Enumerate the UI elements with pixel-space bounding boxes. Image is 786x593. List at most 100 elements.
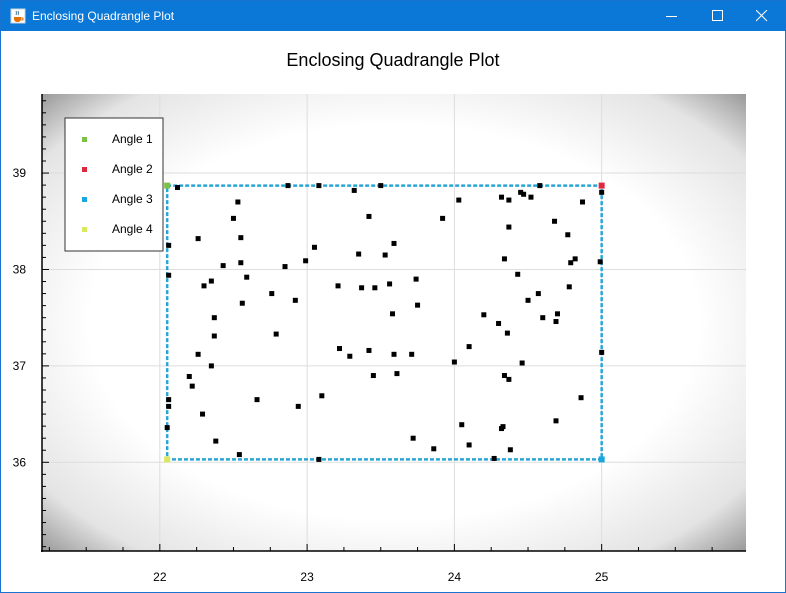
data-point [409, 351, 415, 357]
data-point [195, 351, 201, 357]
data-point [238, 260, 244, 266]
data-point [518, 189, 524, 195]
chart-title: Enclosing Quadrangle Plot [286, 50, 499, 70]
data-point [528, 194, 534, 200]
y-tick-label: 36 [13, 455, 27, 469]
data-point [356, 251, 362, 257]
data-point [578, 395, 584, 401]
data-point [201, 283, 207, 289]
data-points [164, 183, 605, 462]
data-point [521, 191, 527, 197]
data-point [254, 397, 260, 403]
close-button[interactable] [739, 1, 785, 31]
data-point [186, 373, 192, 379]
data-point [200, 411, 206, 417]
data-point [565, 232, 571, 238]
maximize-button[interactable] [695, 1, 741, 31]
x-tick-label: 25 [595, 570, 609, 584]
data-point [319, 393, 325, 399]
legend-marker-angle-1 [82, 137, 87, 142]
data-point [282, 264, 288, 270]
data-point [166, 397, 172, 403]
data-point [244, 274, 250, 280]
data-point [553, 319, 559, 325]
data-point [166, 272, 172, 278]
data-point [394, 371, 400, 377]
data-point [189, 383, 195, 389]
data-point [519, 360, 525, 366]
maximize-icon [712, 10, 723, 21]
data-point [413, 276, 419, 282]
data-point [236, 452, 242, 458]
data-point [451, 359, 457, 365]
chart-canvas: Enclosing Quadrangle Plot 22 23 24 25 36 37 38… [13, 50, 746, 584]
data-point [238, 235, 244, 241]
y-tick-label: 38 [13, 262, 27, 276]
legend-marker-angle-4 [82, 227, 87, 232]
data-point [537, 183, 543, 189]
legend-box [64, 117, 164, 252]
data-point [553, 418, 559, 424]
data-point [316, 183, 322, 189]
data-point [230, 215, 236, 221]
x-tick-label: 22 [153, 570, 167, 584]
data-point [366, 213, 372, 219]
legend-label-angle-4: Angle 4 [112, 222, 153, 236]
data-point [501, 256, 507, 262]
window-title: Enclosing Quadrangle Plot [32, 9, 175, 23]
quadrangle-corners [164, 182, 605, 463]
minimize-icon [666, 16, 677, 17]
minimize-button[interactable] [649, 1, 695, 31]
data-point [372, 285, 378, 291]
data-point [501, 373, 507, 379]
legend-marker-angle-2 [82, 167, 87, 172]
close-icon [756, 10, 768, 22]
data-point [292, 297, 298, 303]
x-tick-label: 24 [448, 570, 462, 584]
data-point [370, 373, 376, 379]
java-cup-icon [10, 8, 26, 24]
data-point [491, 455, 497, 461]
data-point [500, 424, 506, 430]
legend-marker-angle-3 [82, 197, 87, 202]
data-point [507, 447, 513, 453]
data-point [387, 281, 393, 287]
data-point [295, 403, 301, 409]
data-point [506, 224, 512, 230]
data-point [506, 376, 512, 382]
data-point [496, 320, 502, 326]
axes: 22 23 24 25 36 37 38 39 [13, 94, 746, 584]
angle-1-marker [164, 182, 171, 189]
angle-3-marker [598, 456, 605, 463]
data-point [599, 189, 605, 195]
data-point [410, 435, 416, 441]
data-point [351, 187, 357, 193]
data-point [347, 353, 353, 359]
data-point [566, 284, 572, 290]
y-tick-label: 37 [13, 359, 27, 373]
data-point [466, 442, 472, 448]
data-point [431, 446, 437, 452]
data-point [390, 311, 396, 317]
legend-label-angle-1: Angle 1 [112, 132, 153, 146]
data-point [440, 215, 446, 221]
data-point [211, 315, 217, 321]
data-point [235, 199, 241, 205]
data-point [335, 283, 341, 289]
title-bar[interactable]: Enclosing Quadrangle Plot [1, 1, 785, 31]
data-point [499, 194, 505, 200]
data-point [554, 311, 560, 317]
data-point [303, 258, 309, 264]
data-point [506, 197, 512, 203]
data-point [391, 351, 397, 357]
data-point [211, 333, 217, 339]
legend-label-angle-3: Angle 3 [112, 192, 153, 206]
data-point [568, 260, 574, 266]
y-tick-label: 39 [13, 166, 27, 180]
data-point [466, 344, 472, 350]
data-point [597, 259, 603, 265]
data-point [273, 331, 279, 337]
data-point [213, 438, 219, 444]
legend-label-angle-2: Angle 2 [112, 162, 153, 176]
data-point [525, 297, 531, 303]
